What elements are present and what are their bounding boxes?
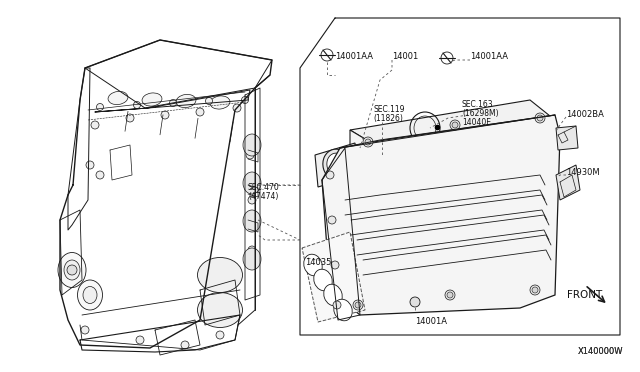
Circle shape — [233, 104, 241, 112]
Circle shape — [97, 103, 104, 110]
Ellipse shape — [243, 248, 261, 270]
Ellipse shape — [58, 253, 86, 288]
Text: (11826): (11826) — [373, 114, 403, 123]
Text: 14001AA: 14001AA — [335, 52, 373, 61]
Circle shape — [452, 122, 458, 128]
Circle shape — [530, 285, 540, 295]
Polygon shape — [315, 143, 358, 187]
Circle shape — [205, 97, 212, 105]
Ellipse shape — [77, 280, 102, 310]
Text: 14040E: 14040E — [462, 118, 491, 127]
Ellipse shape — [327, 153, 347, 177]
Circle shape — [537, 115, 543, 121]
Circle shape — [67, 265, 77, 275]
Polygon shape — [322, 115, 560, 315]
Circle shape — [445, 290, 455, 300]
Circle shape — [216, 331, 224, 339]
Text: 14002BA: 14002BA — [566, 110, 604, 119]
Text: 14001A: 14001A — [415, 317, 447, 326]
Circle shape — [241, 96, 248, 103]
Text: (16298M): (16298M) — [462, 109, 499, 118]
Ellipse shape — [83, 286, 97, 304]
Polygon shape — [366, 205, 526, 250]
Circle shape — [248, 246, 256, 254]
Circle shape — [355, 302, 361, 308]
Circle shape — [134, 102, 141, 109]
Circle shape — [331, 261, 339, 269]
Text: 14035: 14035 — [305, 258, 332, 267]
Circle shape — [363, 137, 373, 147]
Circle shape — [126, 114, 134, 122]
Circle shape — [91, 121, 99, 129]
Text: 14001AA: 14001AA — [470, 52, 508, 61]
Circle shape — [136, 336, 144, 344]
Ellipse shape — [108, 92, 128, 105]
Ellipse shape — [243, 134, 261, 156]
Circle shape — [532, 287, 538, 293]
Ellipse shape — [333, 299, 352, 321]
Polygon shape — [355, 208, 518, 252]
Circle shape — [86, 161, 94, 169]
Ellipse shape — [323, 149, 351, 181]
Ellipse shape — [198, 257, 243, 292]
Ellipse shape — [243, 172, 261, 194]
Text: SEC.119: SEC.119 — [373, 105, 404, 114]
Circle shape — [410, 297, 420, 307]
Circle shape — [170, 99, 177, 106]
Polygon shape — [302, 232, 365, 322]
Circle shape — [450, 120, 460, 130]
Ellipse shape — [198, 292, 243, 327]
Circle shape — [326, 171, 334, 179]
Ellipse shape — [304, 254, 323, 276]
Polygon shape — [361, 206, 522, 251]
Polygon shape — [556, 165, 580, 200]
Ellipse shape — [324, 284, 342, 306]
Text: X140000W: X140000W — [578, 347, 623, 356]
Polygon shape — [350, 130, 380, 218]
Circle shape — [161, 111, 169, 119]
Circle shape — [447, 292, 453, 298]
Circle shape — [96, 171, 104, 179]
Circle shape — [81, 326, 89, 334]
Polygon shape — [350, 100, 555, 148]
Text: 14001: 14001 — [392, 52, 419, 61]
Ellipse shape — [176, 94, 196, 108]
Circle shape — [181, 341, 189, 349]
Text: SEC.470: SEC.470 — [248, 183, 280, 192]
Text: SEC.163: SEC.163 — [462, 100, 493, 109]
Circle shape — [535, 113, 545, 123]
Ellipse shape — [314, 269, 332, 291]
Circle shape — [248, 196, 256, 204]
Polygon shape — [350, 210, 515, 253]
Text: (47474): (47474) — [248, 192, 278, 201]
Circle shape — [328, 216, 336, 224]
Circle shape — [246, 151, 254, 159]
Ellipse shape — [243, 210, 261, 232]
Text: FRONT: FRONT — [567, 290, 602, 300]
Ellipse shape — [210, 96, 230, 109]
Polygon shape — [380, 120, 555, 218]
Ellipse shape — [64, 260, 80, 280]
Text: X140000W: X140000W — [578, 347, 623, 356]
Ellipse shape — [142, 93, 162, 106]
Polygon shape — [556, 126, 578, 150]
Circle shape — [196, 108, 204, 116]
Text: 14930M: 14930M — [566, 168, 600, 177]
Circle shape — [353, 300, 363, 310]
Circle shape — [365, 139, 371, 145]
Circle shape — [333, 301, 341, 309]
